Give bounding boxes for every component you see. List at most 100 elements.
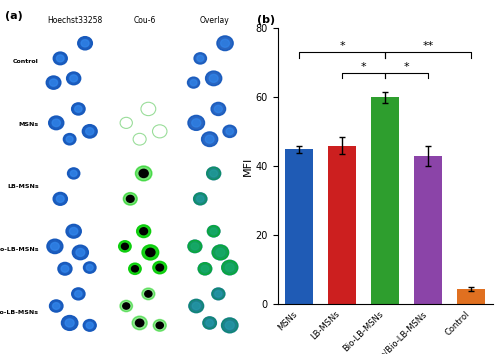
Circle shape (136, 225, 150, 238)
Circle shape (198, 263, 211, 275)
Bar (285, 149, 313, 304)
Circle shape (46, 76, 61, 89)
Text: *: * (339, 41, 345, 51)
Circle shape (216, 249, 225, 257)
Circle shape (70, 170, 77, 176)
Circle shape (153, 320, 166, 331)
Circle shape (74, 291, 82, 297)
Text: MSNs: MSNs (18, 121, 38, 127)
Circle shape (211, 102, 226, 115)
Circle shape (156, 322, 164, 329)
Text: (a): (a) (5, 11, 23, 21)
Circle shape (190, 80, 197, 86)
Circle shape (196, 195, 204, 202)
Circle shape (192, 302, 200, 310)
Circle shape (188, 240, 202, 253)
Circle shape (54, 52, 68, 65)
Circle shape (189, 299, 204, 313)
Circle shape (70, 228, 78, 235)
Circle shape (205, 135, 214, 143)
Circle shape (222, 260, 238, 275)
Circle shape (206, 71, 222, 86)
Circle shape (139, 169, 148, 177)
Text: Hoechst33258: Hoechst33258 (48, 16, 102, 25)
Circle shape (142, 288, 155, 300)
Circle shape (50, 300, 63, 312)
Circle shape (68, 168, 80, 179)
Circle shape (197, 55, 203, 62)
Text: Bio-LB-MSNs: Bio-LB-MSNs (0, 247, 38, 252)
Circle shape (208, 225, 220, 237)
Circle shape (86, 264, 93, 271)
Circle shape (189, 299, 204, 313)
Circle shape (70, 75, 78, 82)
Circle shape (191, 243, 198, 250)
Circle shape (52, 303, 60, 309)
Circle shape (192, 119, 201, 127)
Circle shape (140, 228, 147, 235)
Circle shape (202, 132, 218, 147)
Circle shape (52, 119, 60, 127)
Circle shape (217, 36, 233, 51)
Circle shape (142, 245, 158, 260)
Circle shape (145, 291, 152, 297)
Text: Overlay: Overlay (200, 16, 230, 25)
Text: Cou-6: Cou-6 (134, 16, 156, 25)
Circle shape (84, 262, 96, 273)
Circle shape (53, 193, 68, 205)
Circle shape (82, 125, 97, 138)
Circle shape (128, 263, 141, 274)
Circle shape (203, 317, 216, 329)
Circle shape (188, 77, 200, 88)
Circle shape (214, 105, 222, 113)
Circle shape (84, 320, 96, 331)
Bar (414, 156, 442, 304)
Circle shape (56, 55, 64, 62)
Circle shape (66, 224, 82, 238)
Circle shape (198, 263, 211, 275)
Circle shape (56, 195, 64, 202)
Text: (b): (b) (258, 15, 276, 25)
Circle shape (194, 53, 206, 64)
Circle shape (123, 303, 130, 309)
Circle shape (206, 167, 220, 180)
Circle shape (132, 316, 147, 330)
Circle shape (120, 300, 132, 312)
Circle shape (64, 133, 76, 145)
Circle shape (72, 103, 85, 115)
Text: Control: Control (13, 59, 38, 64)
Circle shape (206, 320, 214, 326)
Circle shape (74, 105, 82, 112)
Circle shape (208, 225, 220, 237)
Text: LB-MSNs: LB-MSNs (7, 184, 38, 189)
Circle shape (50, 242, 59, 250)
Circle shape (210, 228, 217, 234)
Text: *: * (360, 62, 366, 72)
Circle shape (188, 115, 204, 130)
Circle shape (206, 167, 220, 180)
Circle shape (65, 319, 74, 327)
Circle shape (220, 39, 230, 47)
Y-axis label: MFI: MFI (242, 157, 252, 176)
Circle shape (215, 291, 222, 297)
Circle shape (222, 260, 238, 275)
Circle shape (203, 317, 216, 329)
Circle shape (153, 261, 166, 274)
Circle shape (62, 315, 78, 330)
Circle shape (188, 240, 202, 253)
Circle shape (136, 319, 144, 327)
Circle shape (118, 241, 131, 252)
Bar (457, 289, 485, 304)
Circle shape (66, 72, 80, 85)
Circle shape (72, 288, 85, 300)
Bar (328, 146, 356, 304)
Circle shape (226, 264, 234, 272)
Circle shape (146, 248, 155, 257)
Circle shape (58, 262, 72, 275)
Circle shape (212, 245, 228, 260)
Circle shape (50, 79, 58, 86)
Bar (371, 97, 399, 304)
Circle shape (209, 74, 218, 82)
Circle shape (81, 40, 89, 47)
Circle shape (86, 322, 94, 329)
